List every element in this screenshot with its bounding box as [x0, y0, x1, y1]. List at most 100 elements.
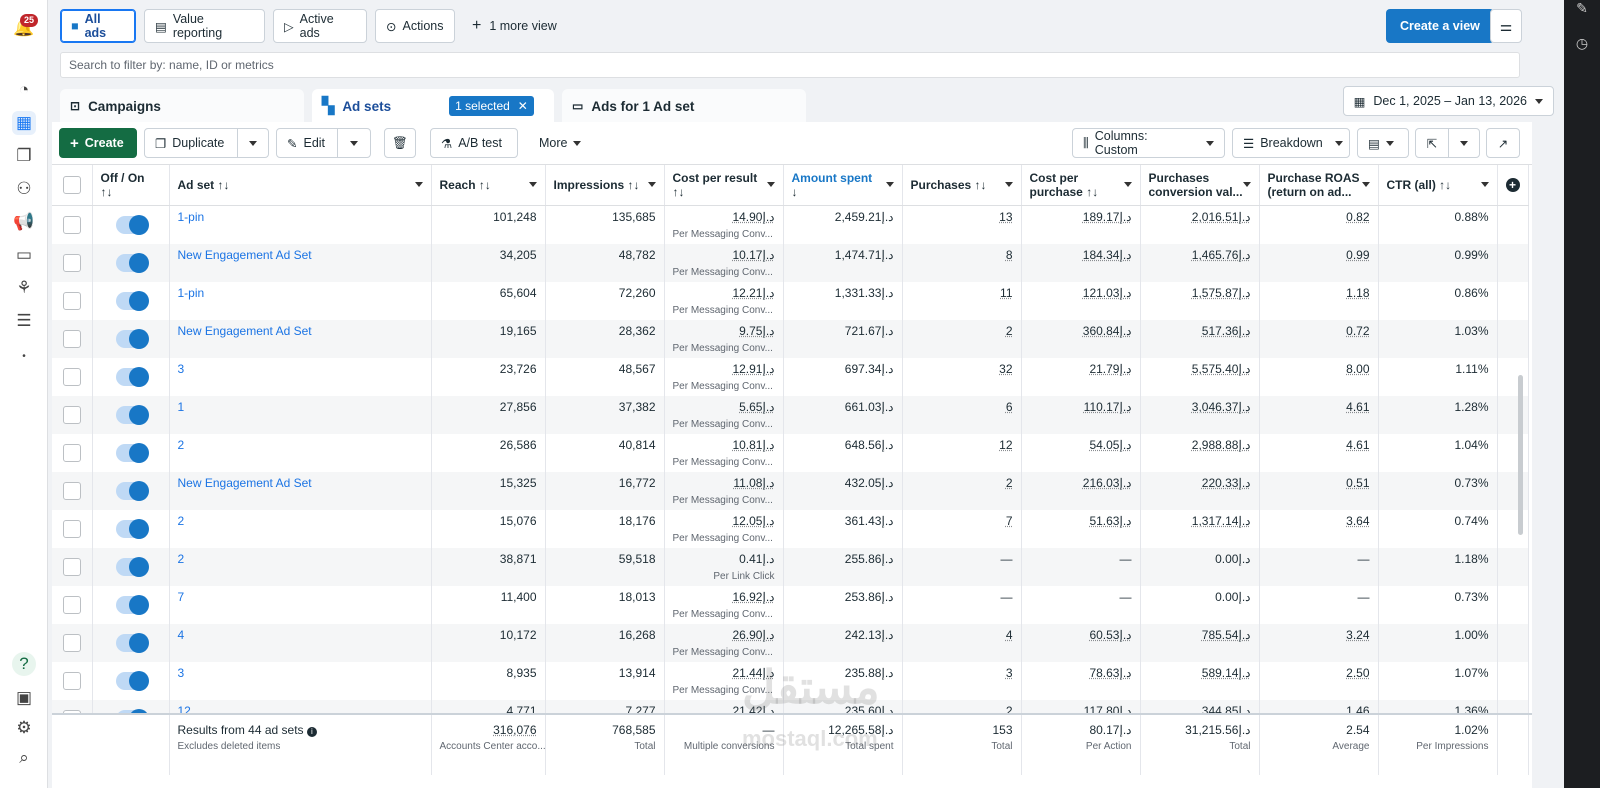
row-checkbox[interactable] — [62, 367, 81, 386]
table-row[interactable]: 1-pin 65,604 72,260 12.21د.إ Per Messaging C… — [52, 281, 1529, 320]
network-icon[interactable]: ⚘ — [16, 278, 32, 297]
ad-set-name[interactable]: 3 — [169, 357, 432, 396]
menu-icon[interactable]: ☰ — [16, 311, 32, 330]
table-row[interactable]: 3 8,935 13,914 21.44د.إ Per Messaging Conv..… — [52, 661, 1529, 700]
table-row[interactable]: 3 23,726 48,567 12.91د.إ Per Messaging Conv.… — [52, 357, 1529, 396]
col-off-on[interactable]: Off / On ↑↓ — [92, 165, 170, 206]
on-off-toggle[interactable] — [115, 252, 149, 273]
col-cost-per-result[interactable]: Cost per result ↑↓ — [664, 165, 784, 206]
row-checkbox[interactable] — [62, 633, 81, 652]
pages-icon[interactable]: ❐ — [16, 146, 32, 165]
table-row[interactable]: 2 15,076 18,176 12.05د.إ Per Messaging Conv.… — [52, 509, 1529, 548]
row-checkbox[interactable] — [62, 671, 81, 690]
table-row[interactable]: New Engagement Ad Set 19,165 28,362 9.75د.إ… — [52, 319, 1529, 358]
help-icon[interactable]: ? — [12, 652, 36, 676]
row-checkbox[interactable] — [62, 215, 81, 234]
table-row[interactable]: 4 10,172 16,268 26.90د.إ Per Messaging Conv.… — [52, 623, 1529, 662]
view-tab-value-reporting[interactable]: ▤ Value reporting — [144, 9, 265, 43]
selected-chip[interactable]: 1 selected ✕ — [449, 96, 534, 116]
table-row[interactable]: 7 11,400 18,013 16.92د.إ Per Messaging Conv.… — [52, 585, 1529, 624]
breakdown-button[interactable]: ☰ Breakdown — [1232, 128, 1350, 158]
row-checkbox[interactable] — [62, 519, 81, 538]
view-tab-all-ads[interactable]: ■ All ads — [60, 9, 136, 43]
select-all-checkbox[interactable] — [62, 175, 81, 194]
col-purchases[interactable]: Purchases ↑↓ — [902, 165, 1022, 206]
on-off-toggle[interactable] — [115, 632, 149, 653]
search-input[interactable]: Search to filter by: name, ID or metrics — [60, 52, 1520, 78]
row-checkbox[interactable] — [62, 481, 81, 500]
col-reach[interactable]: Reach ↑↓ — [431, 165, 546, 206]
row-checkbox[interactable] — [62, 443, 81, 462]
ad-set-name[interactable]: 1 — [169, 395, 432, 434]
ad-set-name[interactable]: New Engagement Ad Set — [169, 471, 432, 510]
tab-ads[interactable]: ▭ Ads for 1 Ad set — [562, 89, 806, 123]
on-off-toggle[interactable] — [115, 404, 149, 425]
on-off-toggle[interactable] — [115, 480, 149, 501]
ad-set-name[interactable]: 2 — [169, 509, 432, 548]
ad-set-name[interactable]: 7 — [169, 585, 432, 624]
chevron-down-icon[interactable] — [1242, 182, 1251, 187]
col-amount-spent[interactable]: Amount spent ↓ — [783, 165, 903, 206]
on-off-toggle[interactable] — [115, 290, 149, 311]
ad-set-name[interactable]: 2 — [169, 547, 432, 586]
table-row[interactable]: 1-pin 101,248 135,685 14.90د.إ Per Messaging… — [52, 205, 1529, 244]
col-impressions[interactable]: Impressions ↑↓ — [545, 165, 665, 206]
row-checkbox[interactable] — [62, 291, 81, 310]
on-off-toggle[interactable] — [115, 214, 149, 235]
add-column-header[interactable]: + — [1497, 165, 1529, 206]
ab-test-button[interactable]: ⚗ A/B test — [430, 128, 518, 158]
col-purchases-conversion-value[interactable]: Purchases conversion val... — [1140, 165, 1260, 206]
ad-set-name[interactable]: 2 — [169, 433, 432, 472]
clock-icon[interactable]: ◷ — [1575, 35, 1589, 51]
col-cost-per-purchase[interactable]: Cost per purchase ↑↓ — [1021, 165, 1141, 206]
col-purchase-roas[interactable]: Purchase ROAS (return on ad... — [1259, 165, 1379, 206]
ad-set-name[interactable]: 3 — [169, 661, 432, 700]
ad-set-name[interactable]: 1-pin — [169, 281, 432, 320]
on-off-toggle[interactable] — [115, 670, 149, 691]
columns-button[interactable]: ⫼ Columns: Custom — [1072, 128, 1225, 158]
tab-ad-sets[interactable]: ▚ Ad sets 1 selected ✕ — [312, 89, 554, 123]
vertical-scrollbar[interactable] — [1518, 375, 1523, 535]
more-button[interactable]: More — [528, 128, 598, 158]
chevron-down-icon[interactable] — [647, 182, 656, 187]
chevron-down-icon[interactable] — [885, 182, 894, 187]
export-dropdown[interactable] — [1448, 128, 1480, 158]
chevron-down-icon[interactable] — [1361, 182, 1370, 187]
chevron-down-icon[interactable] — [1004, 182, 1013, 187]
billing-icon[interactable]: ▭ — [15, 245, 33, 264]
export-button[interactable]: ⇱ — [1415, 128, 1449, 158]
search-icon[interactable]: ⌕ — [19, 748, 29, 767]
delete-button[interactable]: 🗑 — [384, 128, 416, 158]
on-off-toggle[interactable] — [115, 366, 149, 387]
duplicate-button[interactable]: ❐ Duplicate — [144, 128, 238, 158]
table-row[interactable]: 1 27,856 37,382 5.65د.إ Per Messaging Conv..… — [52, 395, 1529, 434]
ad-set-name[interactable]: 1-pin — [169, 205, 432, 244]
chevron-down-icon[interactable] — [528, 182, 537, 187]
on-off-toggle[interactable] — [115, 556, 149, 577]
chart-button[interactable]: ↗ — [1486, 128, 1520, 158]
view-tab-active-ads[interactable]: ▷ Active ads — [273, 9, 367, 43]
row-checkbox[interactable] — [62, 557, 81, 576]
chevron-down-icon[interactable] — [1123, 182, 1132, 187]
more-views-button[interactable]: + 1 more view — [472, 17, 557, 34]
reports-button[interactable]: ▤ — [1357, 128, 1409, 158]
on-off-toggle[interactable] — [115, 442, 149, 463]
view-tab-actions[interactable]: ⊙ Actions — [375, 9, 455, 43]
row-checkbox[interactable] — [62, 595, 81, 614]
chevron-down-icon[interactable] — [414, 182, 423, 187]
ad-set-name[interactable]: 4 — [169, 623, 432, 662]
table-row[interactable]: New Engagement Ad Set 15,325 16,772 11.08د.… — [52, 471, 1529, 510]
pencil-icon[interactable]: ✎ — [1576, 0, 1588, 16]
on-off-toggle[interactable] — [115, 594, 149, 615]
view-settings-icon[interactable]: ⚌ — [1490, 9, 1522, 43]
chevron-down-icon[interactable] — [1480, 182, 1489, 187]
create-view-button[interactable]: Create a view — [1386, 9, 1494, 43]
chevron-down-icon[interactable] — [766, 182, 775, 187]
report-icon[interactable]: ▣ — [15, 688, 33, 707]
megaphone-icon[interactable]: 📢 — [13, 212, 35, 231]
table-row[interactable]: 2 26,586 40,814 10.81د.إ Per Messaging Conv.… — [52, 433, 1529, 472]
info-icon[interactable]: i — [306, 727, 317, 737]
ad-set-name[interactable]: New Engagement Ad Set — [169, 243, 432, 282]
table-icon[interactable]: ▦ — [12, 111, 36, 135]
col-ad-set[interactable]: Ad set ↑↓ — [169, 165, 432, 206]
